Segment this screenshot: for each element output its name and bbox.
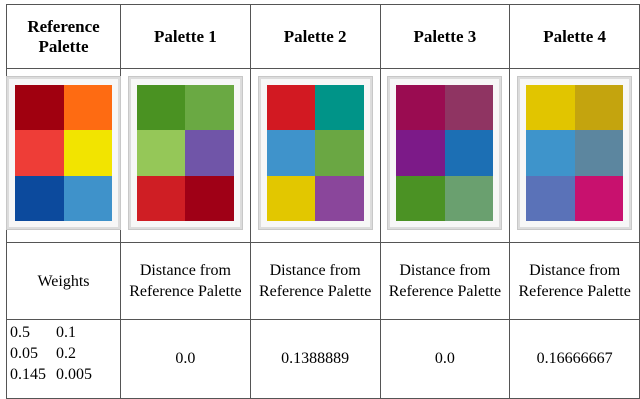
color-swatch [15, 130, 64, 176]
color-swatch [15, 175, 64, 221]
color-swatch [15, 85, 64, 131]
palette-swatch-frame [258, 77, 372, 229]
cell-palette-3 [379, 68, 511, 243]
weights-label: Weights [6, 242, 121, 320]
color-swatch [266, 85, 316, 131]
color-swatch [266, 130, 316, 176]
reference-palette-swatches [15, 85, 112, 221]
header-reference-palette: Reference Palette [6, 4, 121, 69]
color-swatch [63, 85, 112, 131]
color-swatch [136, 130, 186, 176]
distance-value-palette-4: 0.16666667 [509, 319, 640, 399]
header-palette-2: Palette 2 [249, 4, 381, 69]
color-swatch [136, 175, 186, 221]
distance-label-palette-1: Distance from Reference Palette [120, 242, 251, 320]
palette-4-swatches [526, 85, 624, 221]
color-swatch [315, 175, 364, 221]
weights-values: 0.5 0.1 0.05 0.2 0.145 0.005 [6, 319, 121, 399]
header-row: Reference Palette Palette 1 Palette 2 Pa… [6, 4, 640, 69]
palette-image-row [6, 68, 640, 243]
weights-line: 0.05 0.2 [10, 343, 118, 364]
color-swatch [396, 130, 445, 176]
color-swatch [574, 85, 624, 131]
color-swatch [526, 175, 575, 221]
weight-value: 0.1 [56, 324, 76, 341]
palette-3-swatches [396, 85, 494, 221]
distance-value-palette-2: 0.1388889 [249, 319, 381, 399]
color-swatch [444, 175, 494, 221]
distance-label-palette-4: Distance from Reference Palette [509, 242, 640, 320]
color-swatch [266, 175, 316, 221]
color-swatch [185, 85, 234, 131]
palette-swatch-frame [388, 77, 502, 229]
color-swatch [185, 175, 234, 221]
value-row: 0.5 0.1 0.05 0.2 0.145 0.005 0.0 0.13888… [6, 319, 640, 399]
palette-swatch-frame [128, 77, 242, 229]
header-palette-3: Palette 3 [379, 4, 511, 69]
weights-line: 0.145 0.005 [10, 364, 118, 385]
color-swatch [444, 130, 494, 176]
header-palette-1: Palette 1 [120, 4, 251, 69]
cell-palette-4 [509, 68, 640, 243]
label-row: Weights Distance from Reference Palette … [6, 242, 640, 320]
cell-palette-1 [120, 68, 251, 243]
distance-value-palette-3: 0.0 [379, 319, 511, 399]
color-swatch [574, 130, 624, 176]
color-swatch [574, 175, 624, 221]
weight-value: 0.2 [56, 345, 76, 362]
weights-line: 0.5 0.1 [10, 322, 118, 343]
palette-1-swatches [136, 85, 234, 221]
color-swatch [315, 130, 364, 176]
palette-swatch-frame [518, 77, 632, 229]
palette-swatch-frame [7, 77, 120, 229]
color-swatch [396, 175, 445, 221]
color-swatch [315, 85, 364, 131]
distance-label-palette-2: Distance from Reference Palette [249, 242, 381, 320]
color-swatch [526, 85, 575, 131]
cell-reference-palette [6, 68, 121, 243]
distance-value-palette-1: 0.0 [120, 319, 251, 399]
color-swatch [63, 130, 112, 176]
header-palette-4: Palette 4 [509, 4, 640, 69]
color-swatch [185, 130, 234, 176]
color-swatch [63, 175, 112, 221]
weight-value: 0.145 [10, 366, 46, 383]
palette-comparison-table: Reference Palette Palette 1 Palette 2 Pa… [6, 4, 640, 399]
palette-2-swatches [266, 85, 364, 221]
weight-value: 0.5 [10, 324, 30, 341]
color-swatch [136, 85, 186, 131]
cell-palette-2 [249, 68, 381, 243]
color-swatch [444, 85, 494, 131]
weight-value: 0.005 [56, 366, 92, 383]
color-swatch [526, 130, 575, 176]
weight-value: 0.05 [10, 345, 38, 362]
color-swatch [396, 85, 445, 131]
distance-label-palette-3: Distance from Reference Palette [379, 242, 511, 320]
